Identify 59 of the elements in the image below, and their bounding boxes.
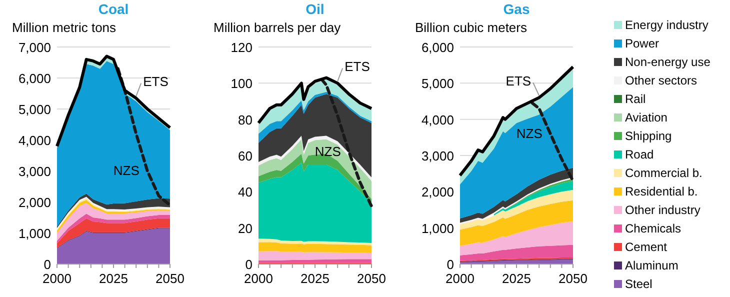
- legend-label: Shipping: [625, 129, 672, 143]
- legend-label: Other sectors: [625, 74, 698, 88]
- y-tick-label: 5,000: [18, 102, 51, 117]
- series-label: NZS: [516, 126, 543, 141]
- y-tick-label: 3,000: [421, 148, 454, 164]
- legend-label: Energy industry: [625, 18, 708, 32]
- chart-title: Coal: [98, 1, 129, 17]
- y-tick-label: 6,000: [18, 71, 51, 86]
- legend-label: Chemicals: [625, 222, 682, 236]
- y-tick-label: 80: [238, 112, 252, 128]
- series-label: NZS: [314, 144, 342, 159]
- annotation: ETS: [506, 74, 532, 89]
- y-tick-label: 2,000: [421, 184, 454, 200]
- legend-label: Power: [625, 36, 660, 50]
- y-tick-label: 5,000: [421, 76, 454, 92]
- legend-label: Residential b.: [625, 184, 698, 198]
- annotation: ETS: [344, 59, 370, 74]
- y-tick-label: 40: [238, 184, 252, 200]
- y-axis-title: Million metric tons: [12, 20, 117, 35]
- x-tick-label: 2000: [42, 271, 72, 286]
- y-tick-label: 60: [238, 148, 252, 164]
- legend-label: Aluminum: [625, 258, 678, 272]
- y-tick-label: 3,000: [18, 164, 51, 179]
- y-tick-label: 100: [230, 76, 252, 92]
- legend-label: Non-energy use: [625, 55, 711, 69]
- y-tick-label: 4,000: [421, 112, 454, 128]
- y-tick-label: 4,000: [18, 133, 51, 148]
- legend-label: Aviation: [625, 110, 668, 124]
- x-tick-label: 2000: [446, 271, 474, 286]
- x-tick-label: 2025: [99, 271, 128, 286]
- y-tick-label: 20: [238, 220, 252, 236]
- y-tick-label: 1,000: [421, 220, 454, 236]
- legend-label: Other industry: [625, 203, 700, 217]
- legend-label: Rail: [625, 92, 646, 106]
- y-tick-label: 0: [44, 257, 51, 272]
- x-tick-label: 2025: [300, 271, 330, 286]
- y-tick-label: 0: [446, 257, 454, 272]
- x-tick-label: 2050: [357, 271, 386, 286]
- x-tick-label: 2025: [502, 271, 531, 286]
- chart-title: Gas: [503, 1, 530, 17]
- chart-title: Oil: [306, 1, 324, 17]
- legend-label: Steel: [625, 277, 652, 291]
- x-tick-label: 2050: [558, 271, 588, 286]
- annotation: ETS: [143, 74, 169, 90]
- line-series: [116, 67, 172, 207]
- y-tick-label: 7,000: [18, 40, 51, 55]
- y-axis-title: Billion cubic meters: [415, 20, 528, 35]
- legend-label: Commercial b.: [625, 166, 702, 180]
- y-tick-label: 2,000: [18, 195, 51, 210]
- legend-label: Cement: [625, 240, 668, 254]
- legend-label: Road: [625, 148, 654, 162]
- y-axis-title: Million barrels per day: [214, 20, 342, 35]
- y-tick-label: 1,000: [18, 226, 51, 241]
- x-tick-label: 2050: [156, 271, 184, 286]
- y-tick-label: 0: [245, 257, 252, 272]
- x-tick-label: 2000: [244, 271, 273, 286]
- series-label: NZS: [113, 163, 140, 178]
- y-tick-label: 6,000: [421, 40, 454, 55]
- y-tick-label: 120: [230, 40, 252, 55]
